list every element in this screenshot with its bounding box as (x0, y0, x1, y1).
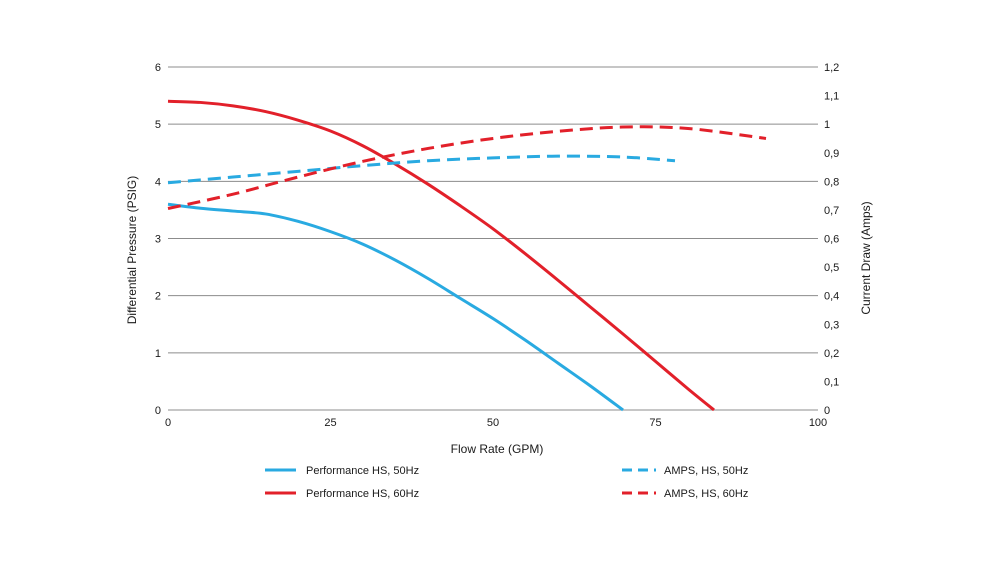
y2-tick-label: 1,2 (824, 62, 839, 74)
y2-tick-label: 0,5 (824, 262, 839, 274)
x-tick-label: 50 (487, 417, 499, 429)
gridlines (168, 66, 818, 411)
y2-axis-title: Current Draw (Amps) (859, 201, 873, 314)
legend-label: Performance HS, 60Hz (306, 488, 419, 500)
series-line-3 (167, 154, 676, 185)
y-axis-title: Differential Pressure (PSIG) (125, 176, 139, 325)
series-line-4 (167, 125, 767, 210)
y2-tick-label: 0,3 (824, 319, 839, 331)
legend: Performance HS, 50Hz Performance HS, 60Hz… (265, 465, 748, 500)
x-tick-label: 25 (324, 417, 336, 429)
series-lines (167, 99, 767, 412)
legend-label: AMPS, HS, 50Hz (664, 465, 748, 477)
y2-tick-label: 0,6 (824, 234, 839, 246)
y-tick-label: 0 (155, 405, 161, 417)
y2-tick-label: 0,9 (824, 148, 839, 160)
y2-tick-label: 0 (824, 405, 830, 417)
legend-label: AMPS, HS, 60Hz (664, 488, 748, 500)
y2-tick-label: 0,2 (824, 348, 839, 360)
y-tick-label: 4 (155, 176, 161, 188)
y2-tick-label: 0,8 (824, 176, 839, 188)
y-tick-label: 5 (155, 119, 161, 131)
y2-tick-label: 0,1 (824, 376, 839, 388)
legend-label: Performance HS, 50Hz (306, 465, 419, 477)
y-tick-label: 1 (155, 348, 161, 360)
y2-tick-label: 1 (824, 119, 830, 131)
y2-tick-label: 1,1 (824, 91, 839, 103)
y-tick-label: 3 (155, 234, 161, 246)
x-axis-title: Flow Rate (GPM) (451, 442, 544, 456)
y-tick-label: 2 (155, 291, 161, 303)
series-line-1 (167, 202, 624, 412)
y2-tick-label: 0,7 (824, 205, 839, 217)
x-tick-label: 75 (649, 417, 661, 429)
y2-tick-label: 0,4 (824, 291, 839, 303)
y-tick-label: 6 (155, 62, 161, 74)
x-tick-label: 0 (165, 417, 171, 429)
series-line-2 (167, 99, 715, 412)
x-tick-label: 100 (809, 417, 827, 429)
tick-labels: 0 1 2 3 4 5 6 0 0,1 0,2 0,3 0,4 0,5 0,6 0,7 0,8 0,9 1 1,1 1… (155, 62, 839, 429)
